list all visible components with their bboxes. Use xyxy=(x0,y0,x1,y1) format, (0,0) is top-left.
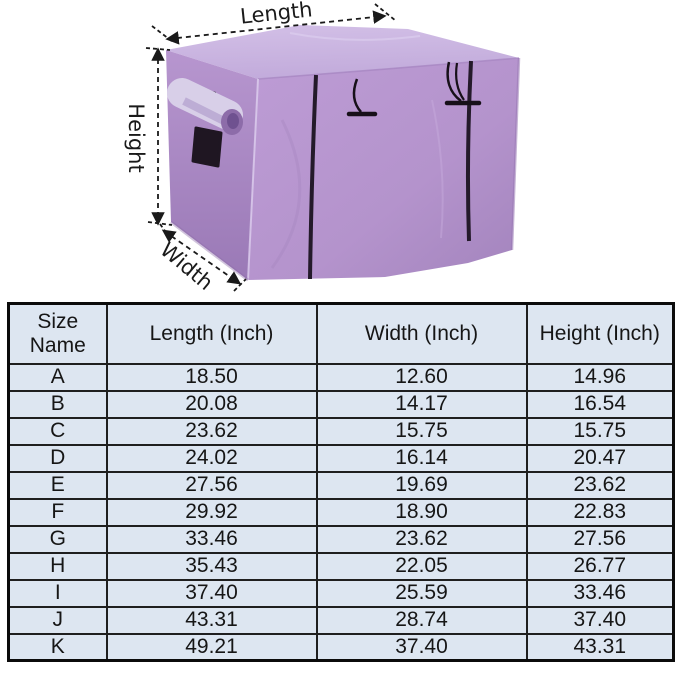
table-row: F 29.92 18.90 22.83 xyxy=(7,497,675,527)
size-name-cell: E xyxy=(7,470,108,500)
width-cell: 16.14 xyxy=(315,443,528,473)
dimension-diagram: Length Height Width xyxy=(0,0,679,302)
table-row: J 43.31 28.74 37.40 xyxy=(7,605,675,635)
height-cell: 43.31 xyxy=(525,632,675,662)
bag-handle xyxy=(167,78,243,168)
length-cell: 35.43 xyxy=(105,551,318,581)
table-row: I 37.40 25.59 33.46 xyxy=(7,578,675,608)
width-cell: 18.90 xyxy=(315,497,528,527)
table-row: A 18.50 12.60 14.96 xyxy=(7,362,675,392)
size-name-cell: I xyxy=(7,578,108,608)
length-cell: 27.56 xyxy=(105,470,318,500)
length-cell: 43.31 xyxy=(105,605,318,635)
height-cell: 27.56 xyxy=(525,524,675,554)
width-cell: 19.69 xyxy=(315,470,528,500)
column-header-width: Width (Inch) xyxy=(315,302,528,365)
size-name-cell: F xyxy=(7,497,108,527)
length-cell: 49.21 xyxy=(105,632,318,662)
table-row: B 20.08 14.17 16.54 xyxy=(7,389,675,419)
handle-roll xyxy=(167,78,243,130)
width-cell: 23.62 xyxy=(315,524,528,554)
table-row: D 24.02 16.14 20.47 xyxy=(7,443,675,473)
table-row: E 27.56 19.69 23.62 xyxy=(7,470,675,500)
length-cell: 37.40 xyxy=(105,578,318,608)
size-name-cell: D xyxy=(7,443,108,473)
table-header-row: Size Name Length (Inch) Width (Inch) Hei… xyxy=(7,302,675,365)
column-header-size-name: Size Name xyxy=(7,302,108,365)
size-name-cell: G xyxy=(7,524,108,554)
width-cell: 14.17 xyxy=(315,389,528,419)
dimension-lines xyxy=(145,3,397,292)
bag-zippers xyxy=(308,60,482,280)
length-cell: 29.92 xyxy=(105,497,318,527)
height-cell: 15.75 xyxy=(525,416,675,446)
width-cell: 37.40 xyxy=(315,632,528,662)
size-name-cell: H xyxy=(7,551,108,581)
size-name-cell: C xyxy=(7,416,108,446)
height-cell: 20.47 xyxy=(525,443,675,473)
column-header-length: Length (Inch) xyxy=(105,302,318,365)
size-name-cell: A xyxy=(7,362,108,392)
zipper-cord xyxy=(352,78,362,113)
length-arrow xyxy=(165,10,387,45)
height-cell: 37.40 xyxy=(525,605,675,635)
zipper-track-right xyxy=(465,60,473,242)
storage-bag-illustration: Length Height Width xyxy=(124,0,521,295)
width-cell: 15.75 xyxy=(315,416,528,446)
length-cell: 18.50 xyxy=(105,362,318,392)
height-cell: 22.83 xyxy=(525,497,675,527)
size-name-cell: K xyxy=(7,632,108,662)
table-row: H 35.43 22.05 26.77 xyxy=(7,551,675,581)
bag-front-face xyxy=(248,58,519,280)
table-row: C 23.62 15.75 15.75 xyxy=(7,416,675,446)
table-row: G 33.46 23.62 27.56 xyxy=(7,524,675,554)
height-cell: 26.77 xyxy=(525,551,675,581)
width-cell: 25.59 xyxy=(315,578,528,608)
height-cell: 23.62 xyxy=(525,470,675,500)
height-cell: 14.96 xyxy=(525,362,675,392)
column-header-height: Height (Inch) xyxy=(525,302,675,365)
width-cell: 28.74 xyxy=(315,605,528,635)
height-cell: 16.54 xyxy=(525,389,675,419)
table-row: K 49.21 37.40 43.31 xyxy=(7,632,675,662)
length-cell: 20.08 xyxy=(105,389,318,419)
zipper-track-left xyxy=(308,74,318,280)
size-chart-table: Size Name Length (Inch) Width (Inch) Hei… xyxy=(7,302,675,662)
length-cell: 24.02 xyxy=(105,443,318,473)
size-name-cell: J xyxy=(7,605,108,635)
length-cell: 33.46 xyxy=(105,524,318,554)
size-name-cell: B xyxy=(7,389,108,419)
width-arrow xyxy=(161,229,242,285)
width-cell: 12.60 xyxy=(315,362,528,392)
width-cell: 22.05 xyxy=(315,551,528,581)
height-label: Height xyxy=(124,103,148,172)
height-cell: 33.46 xyxy=(525,578,675,608)
length-cell: 23.62 xyxy=(105,416,318,446)
handle-window xyxy=(191,126,223,168)
